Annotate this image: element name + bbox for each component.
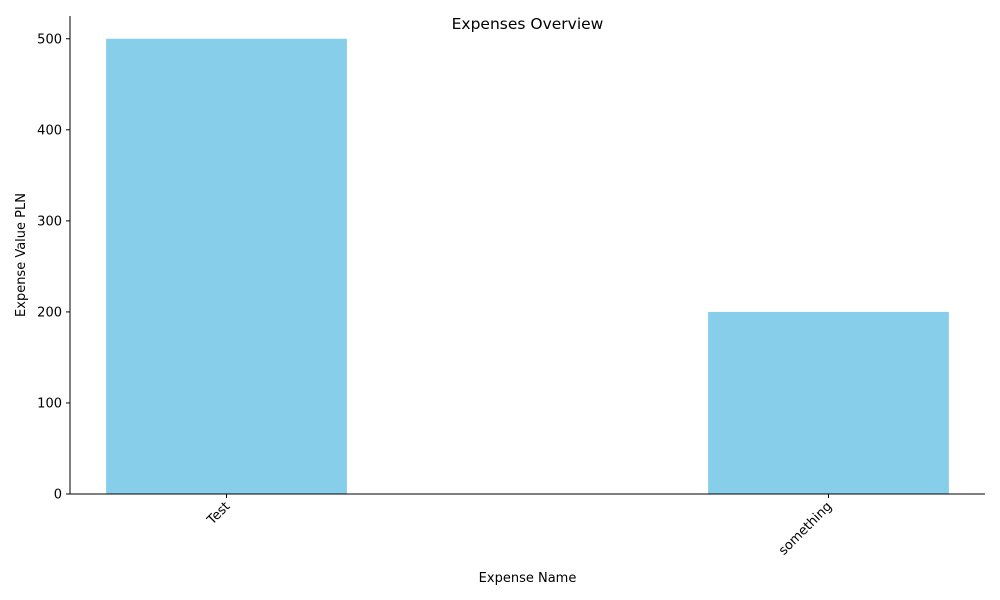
y-axis-label: Expense Value PLN	[14, 193, 29, 317]
x-tick-label: something	[776, 499, 835, 558]
y-tick-label: 200	[37, 305, 62, 320]
y-tick-label: 500	[37, 32, 62, 47]
y-tick-label: 400	[37, 123, 62, 138]
bar-something	[708, 311, 949, 494]
y-tick-label: 100	[37, 396, 62, 411]
y-tick-label: 0	[54, 488, 62, 503]
x-axis-ticks: Test something	[204, 494, 835, 558]
y-axis-ticks: 0 100 200 300 400 500	[37, 32, 70, 503]
chart-title: Expenses Overview	[452, 15, 604, 33]
x-axis-label: Expense Name	[479, 571, 577, 586]
x-tick-label: Test	[204, 499, 233, 528]
bars-group	[106, 38, 949, 494]
bar-test	[106, 38, 347, 494]
y-tick-label: 300	[37, 214, 62, 229]
